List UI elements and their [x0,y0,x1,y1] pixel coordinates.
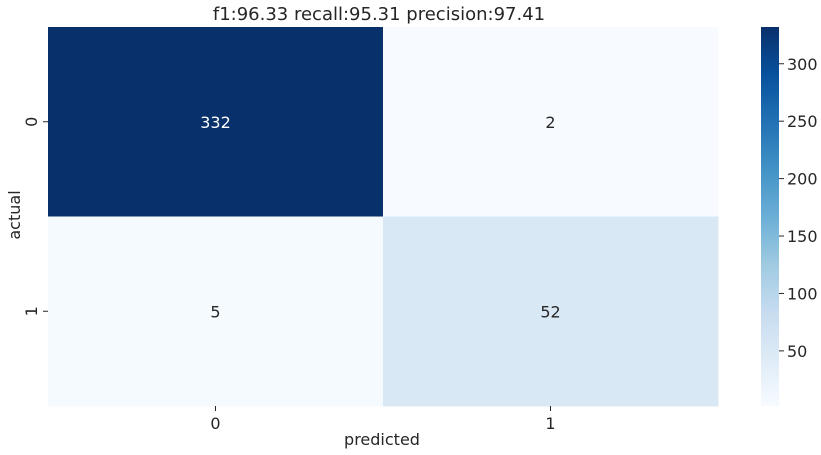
colorbar-tick-label: 150 [787,227,818,246]
x-axis-label: predicted [344,430,420,449]
heatmap-cell [48,27,384,217]
heatmap-annotations: 332 2 5 52 [200,113,560,322]
colorbar [761,27,779,406]
heatmap-cell [383,216,719,407]
chart-title: f1:96.33 recall:95.31 precision:97.41 [213,4,545,25]
cell-value-label: 5 [210,302,220,321]
colorbar-tick-label: 250 [787,112,818,131]
y-tick-label: 1 [22,306,41,316]
colorbar-tick-label: 100 [787,284,818,303]
y-axis-ticks: 01 [22,117,48,316]
colorbar-ticks: 50 100 150 200 250 300 [779,55,818,361]
colorbar-tick-label: 50 [787,342,807,361]
x-tick-label: 0 [210,414,220,433]
heatmap-cell [48,216,384,407]
heatmap-cell [383,27,719,217]
cell-value-label: 52 [540,302,560,321]
cell-value-label: 332 [200,113,231,132]
y-axis-label: actual [5,190,24,239]
x-tick-label: 1 [545,414,555,433]
y-tick-label: 0 [22,117,41,127]
cell-value-label: 2 [545,113,555,132]
heatmap-cells [48,27,719,407]
colorbar-tick-label: 200 [787,170,818,189]
colorbar-tick-label: 300 [787,55,818,74]
